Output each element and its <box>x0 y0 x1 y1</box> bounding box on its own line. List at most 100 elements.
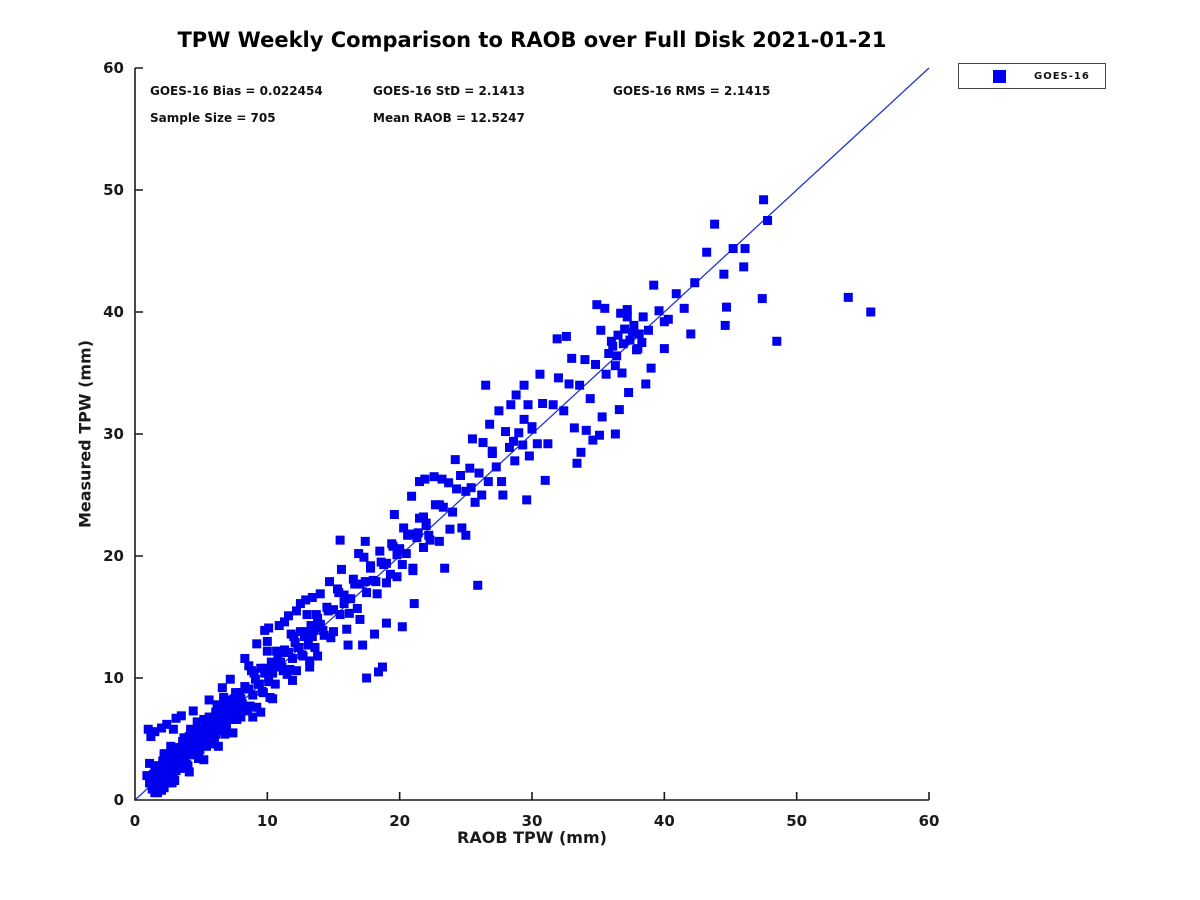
data-point <box>638 312 648 322</box>
data-point <box>217 716 227 726</box>
data-point <box>225 674 235 684</box>
data-point <box>221 721 231 731</box>
data-point <box>159 783 169 793</box>
data-point <box>228 728 238 738</box>
data-point <box>203 718 213 728</box>
data-point <box>524 451 534 461</box>
data-point <box>866 307 876 317</box>
data-point <box>710 219 720 229</box>
data-point <box>425 535 435 545</box>
data-point <box>248 712 258 722</box>
data-point <box>381 618 391 628</box>
data-point <box>362 588 372 598</box>
data-point <box>187 749 197 759</box>
data-point <box>241 684 251 694</box>
data-point <box>326 633 336 643</box>
y-tick-label: 0 <box>114 791 124 809</box>
data-point <box>307 592 317 602</box>
data-point <box>191 740 201 750</box>
data-point <box>372 589 382 599</box>
data-point <box>276 657 286 667</box>
data-point <box>268 668 278 678</box>
data-point <box>535 369 545 379</box>
data-point <box>315 619 325 629</box>
data-point <box>277 662 287 672</box>
data-point <box>610 429 620 439</box>
data-point <box>740 244 750 254</box>
data-point <box>614 405 624 415</box>
data-point <box>179 733 189 743</box>
data-point <box>408 566 418 576</box>
data-point <box>348 574 358 584</box>
data-point <box>287 675 297 685</box>
data-point <box>663 314 673 324</box>
data-point <box>346 594 356 604</box>
data-point <box>497 477 507 487</box>
data-point <box>269 662 279 672</box>
data-point <box>360 577 370 587</box>
data-point <box>561 331 571 341</box>
data-point <box>532 439 542 449</box>
data-point <box>434 500 444 510</box>
stat-std: GOES-16 StD = 2.1413 <box>373 84 525 98</box>
data-point <box>237 699 247 709</box>
data-point <box>429 472 439 482</box>
data-point <box>299 632 309 642</box>
data-point <box>763 216 773 225</box>
legend-label: GOES-16 <box>1034 70 1090 82</box>
data-point <box>162 719 172 729</box>
data-point <box>196 732 206 742</box>
data-point <box>295 599 305 609</box>
data-point <box>152 788 162 798</box>
data-point <box>184 767 194 777</box>
data-point <box>508 436 518 446</box>
x-tick-label: 60 <box>919 812 940 830</box>
data-point <box>641 379 651 389</box>
data-point <box>569 423 579 433</box>
data-point <box>256 707 266 717</box>
data-point <box>252 702 262 712</box>
data-point <box>474 468 484 478</box>
data-point <box>564 379 574 389</box>
data-point <box>739 262 749 272</box>
data-point <box>686 329 696 339</box>
data-point <box>188 706 198 716</box>
data-point <box>242 706 252 716</box>
data-point <box>370 629 380 639</box>
data-point <box>223 707 233 717</box>
data-point <box>450 455 460 465</box>
x-tick-label: 10 <box>257 812 278 830</box>
data-point <box>355 614 365 624</box>
data-point <box>344 608 354 618</box>
data-point <box>164 765 174 774</box>
data-point <box>274 621 284 631</box>
data-point <box>491 462 501 472</box>
data-point <box>437 474 447 484</box>
data-point <box>487 446 497 456</box>
data-point <box>575 380 585 390</box>
data-point <box>336 564 346 574</box>
data-point <box>625 335 635 345</box>
data-point <box>228 706 238 716</box>
data-point <box>343 640 353 650</box>
data-point <box>313 651 323 661</box>
data-point <box>606 336 616 346</box>
data-point <box>465 463 475 473</box>
data-point <box>335 535 345 545</box>
y-tick-label: 20 <box>103 547 124 565</box>
data-point <box>552 334 562 344</box>
data-point <box>572 458 582 468</box>
data-point <box>634 329 644 339</box>
data-point <box>679 303 689 313</box>
data-point <box>334 588 344 598</box>
data-point <box>671 289 681 299</box>
data-point <box>204 695 214 705</box>
data-point <box>720 320 730 330</box>
data-point <box>150 767 160 777</box>
data-point <box>591 359 601 369</box>
data-point <box>257 686 267 696</box>
data-point <box>360 536 370 546</box>
data-point <box>612 351 622 361</box>
data-point <box>772 336 782 346</box>
data-point <box>553 373 563 383</box>
